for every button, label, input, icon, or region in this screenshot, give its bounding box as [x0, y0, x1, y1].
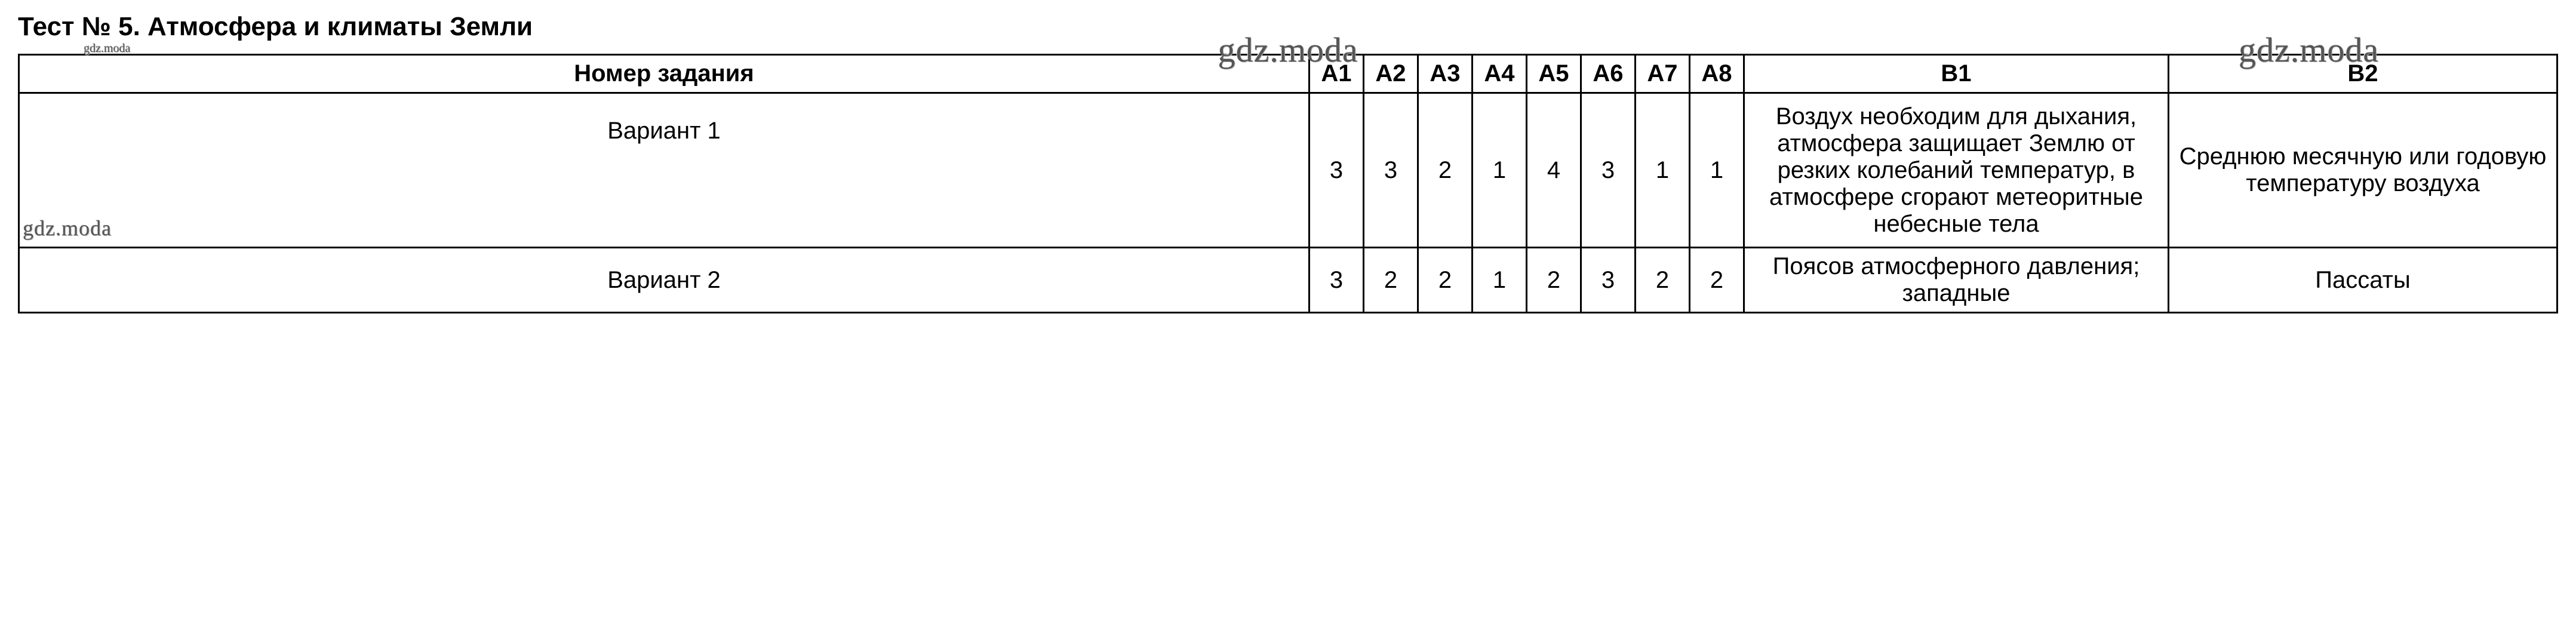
- answer-a4: 1: [1473, 248, 1527, 313]
- answer-a5: 2: [1527, 248, 1581, 313]
- answer-a2: 3: [1364, 93, 1418, 248]
- answer-a1: 3: [1309, 93, 1364, 248]
- answer-b1: Воздух необходим для дыхания, атмосфера …: [1744, 93, 2169, 248]
- answer-a3: 2: [1418, 248, 1473, 313]
- answer-a4: 1: [1473, 93, 1527, 248]
- variant-cell: Вариант 2: [19, 248, 1309, 313]
- answers-table: Номер задания А1 А2 А3 А4 А5 А6 А7 А8 В1…: [18, 54, 2558, 313]
- answer-a6: 3: [1581, 248, 1636, 313]
- header-a3: А3: [1418, 55, 1473, 93]
- header-a8: А8: [1690, 55, 1744, 93]
- answer-a6: 3: [1581, 93, 1636, 248]
- answer-a7: 1: [1636, 93, 1690, 248]
- header-a1: А1: [1309, 55, 1364, 93]
- table-row: Вариант 1 gdz.moda 3 3 2 1 4 3 1 1 Возду…: [19, 93, 2557, 248]
- table-row: Вариант 2 3 2 2 1 2 3 2 2 Поясов атмосфе…: [19, 248, 2557, 313]
- variant-label: Вариант 1: [20, 118, 1308, 144]
- header-a7: А7: [1636, 55, 1690, 93]
- page-title: Тест № 5. Атмосфера и климаты Земли: [18, 12, 2558, 42]
- header-b2: В2: [2169, 55, 2557, 93]
- header-a2: А2: [1364, 55, 1418, 93]
- watermark-in-cell: gdz.moda: [23, 216, 112, 241]
- header-b1: В1: [1744, 55, 2169, 93]
- table-header-row: Номер задания А1 А2 А3 А4 А5 А6 А7 А8 В1…: [19, 55, 2557, 93]
- answer-b1: Поясов атмосферного давления; западные: [1744, 248, 2169, 313]
- answer-b2: Среднюю месячную или годовую температуру…: [2169, 93, 2557, 248]
- header-a5: А5: [1527, 55, 1581, 93]
- header-task-number: Номер задания: [19, 55, 1309, 93]
- answer-b2: Пассаты: [2169, 248, 2557, 313]
- variant-cell: Вариант 1 gdz.moda: [19, 93, 1309, 248]
- header-a6: А6: [1581, 55, 1636, 93]
- answer-a8: 2: [1690, 248, 1744, 313]
- answer-a8: 1: [1690, 93, 1744, 248]
- title-area: Тест № 5. Атмосфера и климаты Земли gdz.…: [18, 12, 2558, 42]
- answer-a7: 2: [1636, 248, 1690, 313]
- answer-a2: 2: [1364, 248, 1418, 313]
- answer-a5: 4: [1527, 93, 1581, 248]
- answer-a3: 2: [1418, 93, 1473, 248]
- answer-a1: 3: [1309, 248, 1364, 313]
- header-a4: А4: [1473, 55, 1527, 93]
